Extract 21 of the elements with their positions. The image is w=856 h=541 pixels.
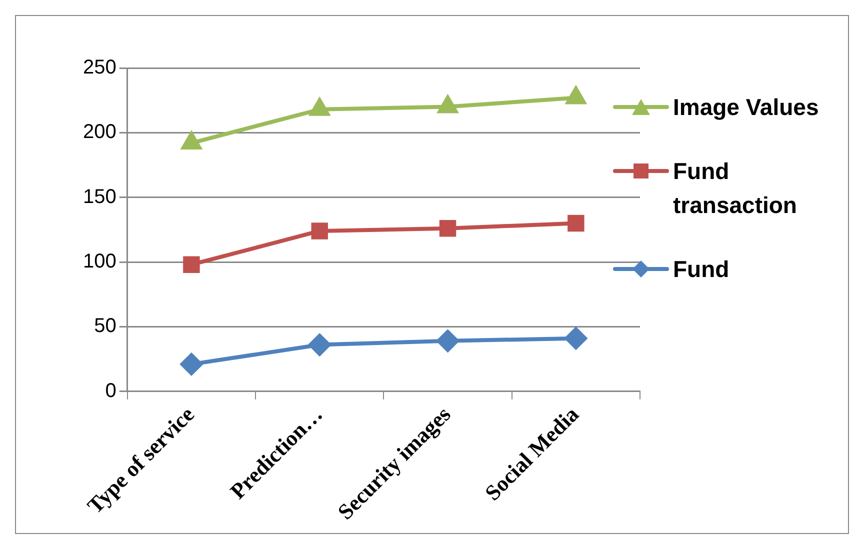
point xyxy=(311,222,328,240)
point xyxy=(183,256,200,273)
point xyxy=(180,353,202,376)
legend-label: Fund xyxy=(673,255,730,284)
legend-label: Fund transaction xyxy=(673,157,798,220)
legend-label: Image Values xyxy=(673,93,820,122)
y-tick-label: 250 xyxy=(82,56,116,79)
y-tick-label: 0 xyxy=(105,380,116,402)
point xyxy=(439,220,456,237)
y-tick-label: 50 xyxy=(94,315,116,338)
y-tick-label: 150 xyxy=(82,186,116,208)
y-tick-label: 100 xyxy=(82,250,116,273)
point xyxy=(182,132,202,150)
point xyxy=(564,327,587,350)
point xyxy=(568,214,584,232)
point xyxy=(566,86,586,104)
point xyxy=(308,334,331,356)
point xyxy=(310,98,330,116)
point xyxy=(438,96,458,114)
y-tick-label: 200 xyxy=(82,121,116,144)
point xyxy=(436,330,459,352)
